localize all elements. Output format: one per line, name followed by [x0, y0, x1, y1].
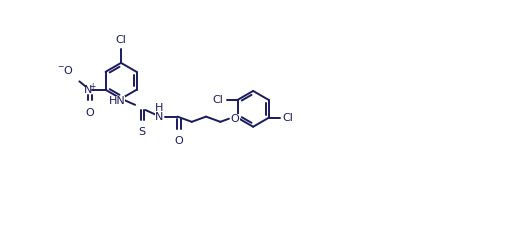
Text: $^{-}$O: $^{-}$O — [57, 64, 74, 76]
Text: H: H — [155, 103, 164, 113]
Text: Cl: Cl — [213, 95, 223, 105]
Text: Cl: Cl — [115, 35, 126, 45]
Text: O: O — [174, 136, 183, 146]
Text: N: N — [155, 112, 164, 122]
Text: +: + — [89, 82, 95, 91]
Text: N: N — [84, 85, 92, 95]
Text: O: O — [85, 108, 94, 118]
Text: Cl: Cl — [282, 113, 293, 123]
Text: O: O — [230, 114, 239, 124]
Text: S: S — [138, 127, 145, 137]
Text: HN: HN — [108, 96, 125, 106]
